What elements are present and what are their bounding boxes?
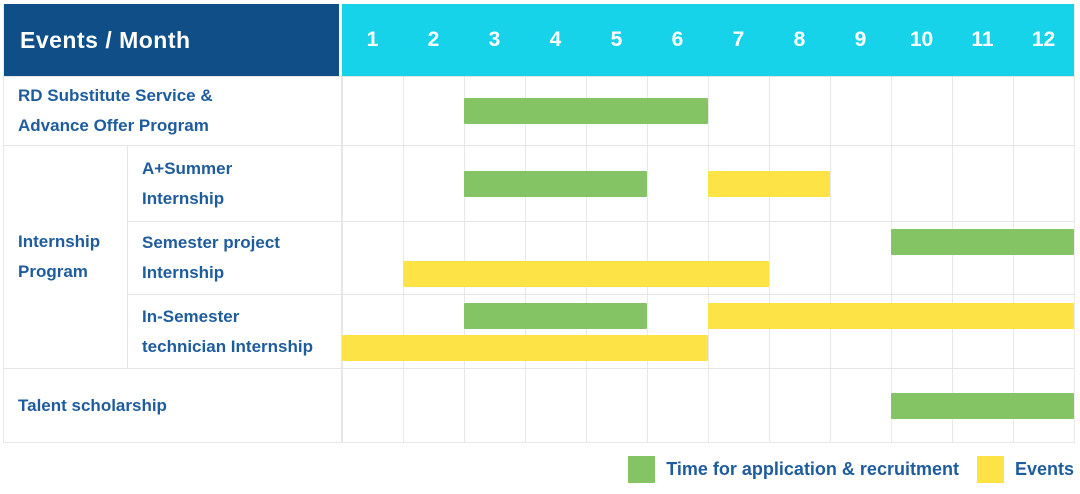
bar-line [342, 170, 1074, 197]
row-label-rd-substitute: RD Substitute Service & Advance Offer Pr… [4, 76, 342, 145]
application-bar [464, 302, 647, 329]
month-label: 1 [366, 28, 379, 51]
group-label-internship-program: Internship Program [4, 145, 128, 368]
row-chart-a-plus-summer [342, 145, 1074, 221]
month-label: 2 [427, 28, 440, 51]
application-bar [891, 392, 1074, 419]
application-swatch-icon [628, 455, 656, 483]
legend: Time for application & recruitment Event… [628, 454, 1074, 484]
bar-line [342, 261, 1074, 287]
month-label: 12 [1031, 28, 1056, 51]
row-chart-semester-project [342, 221, 1074, 294]
month-header-row: 1 2 3 4 5 6 7 8 9 10 11 12 [342, 4, 1074, 76]
month-label: 3 [488, 28, 501, 51]
row-label-talent-scholarship: Talent scholarship [4, 368, 342, 442]
month-label: 6 [671, 28, 684, 51]
row-chart-rd-substitute [342, 76, 1074, 145]
legend-label-events: Events [1014, 458, 1074, 479]
row-label-semester-project: Semester project Internship [128, 221, 342, 294]
application-bar [891, 229, 1074, 255]
events-bar [708, 302, 1074, 329]
events-swatch-icon [976, 455, 1004, 483]
month-label: 5 [610, 28, 623, 51]
month-label: 8 [793, 28, 806, 51]
row-chart-in-semester-technician [342, 294, 1074, 368]
events-bar [342, 334, 708, 361]
legend-item-application: Time for application & recruitment [628, 455, 959, 483]
bar-line [342, 229, 1074, 255]
month-label: 11 [971, 28, 994, 51]
bar-line [342, 392, 1074, 419]
bar-line [342, 302, 1074, 329]
month-label: 4 [549, 28, 562, 51]
corner-header-label: Events / Month [20, 26, 191, 53]
month-label: 10 [909, 28, 934, 51]
legend-item-events: Events [976, 455, 1074, 483]
bar-line [342, 334, 1074, 361]
row-label-a-plus-summer: A+Summer Internship [128, 145, 342, 221]
month-label: 7 [732, 28, 745, 51]
legend-label-application: Time for application & recruitment [666, 458, 959, 479]
bar-line [342, 98, 1074, 124]
row-label-in-semester-technician: In-Semester technician Internship [128, 294, 342, 368]
events-bar [708, 170, 830, 197]
application-bar [464, 98, 708, 124]
row-chart-talent-scholarship [342, 368, 1074, 442]
month-label: 9 [854, 28, 867, 51]
schedule-table: Events / Month 1 2 3 4 5 6 7 8 9 10 11 1… [3, 4, 1075, 443]
application-bar [464, 170, 647, 197]
corner-header: Events / Month [4, 4, 342, 76]
events-bar [403, 261, 769, 287]
